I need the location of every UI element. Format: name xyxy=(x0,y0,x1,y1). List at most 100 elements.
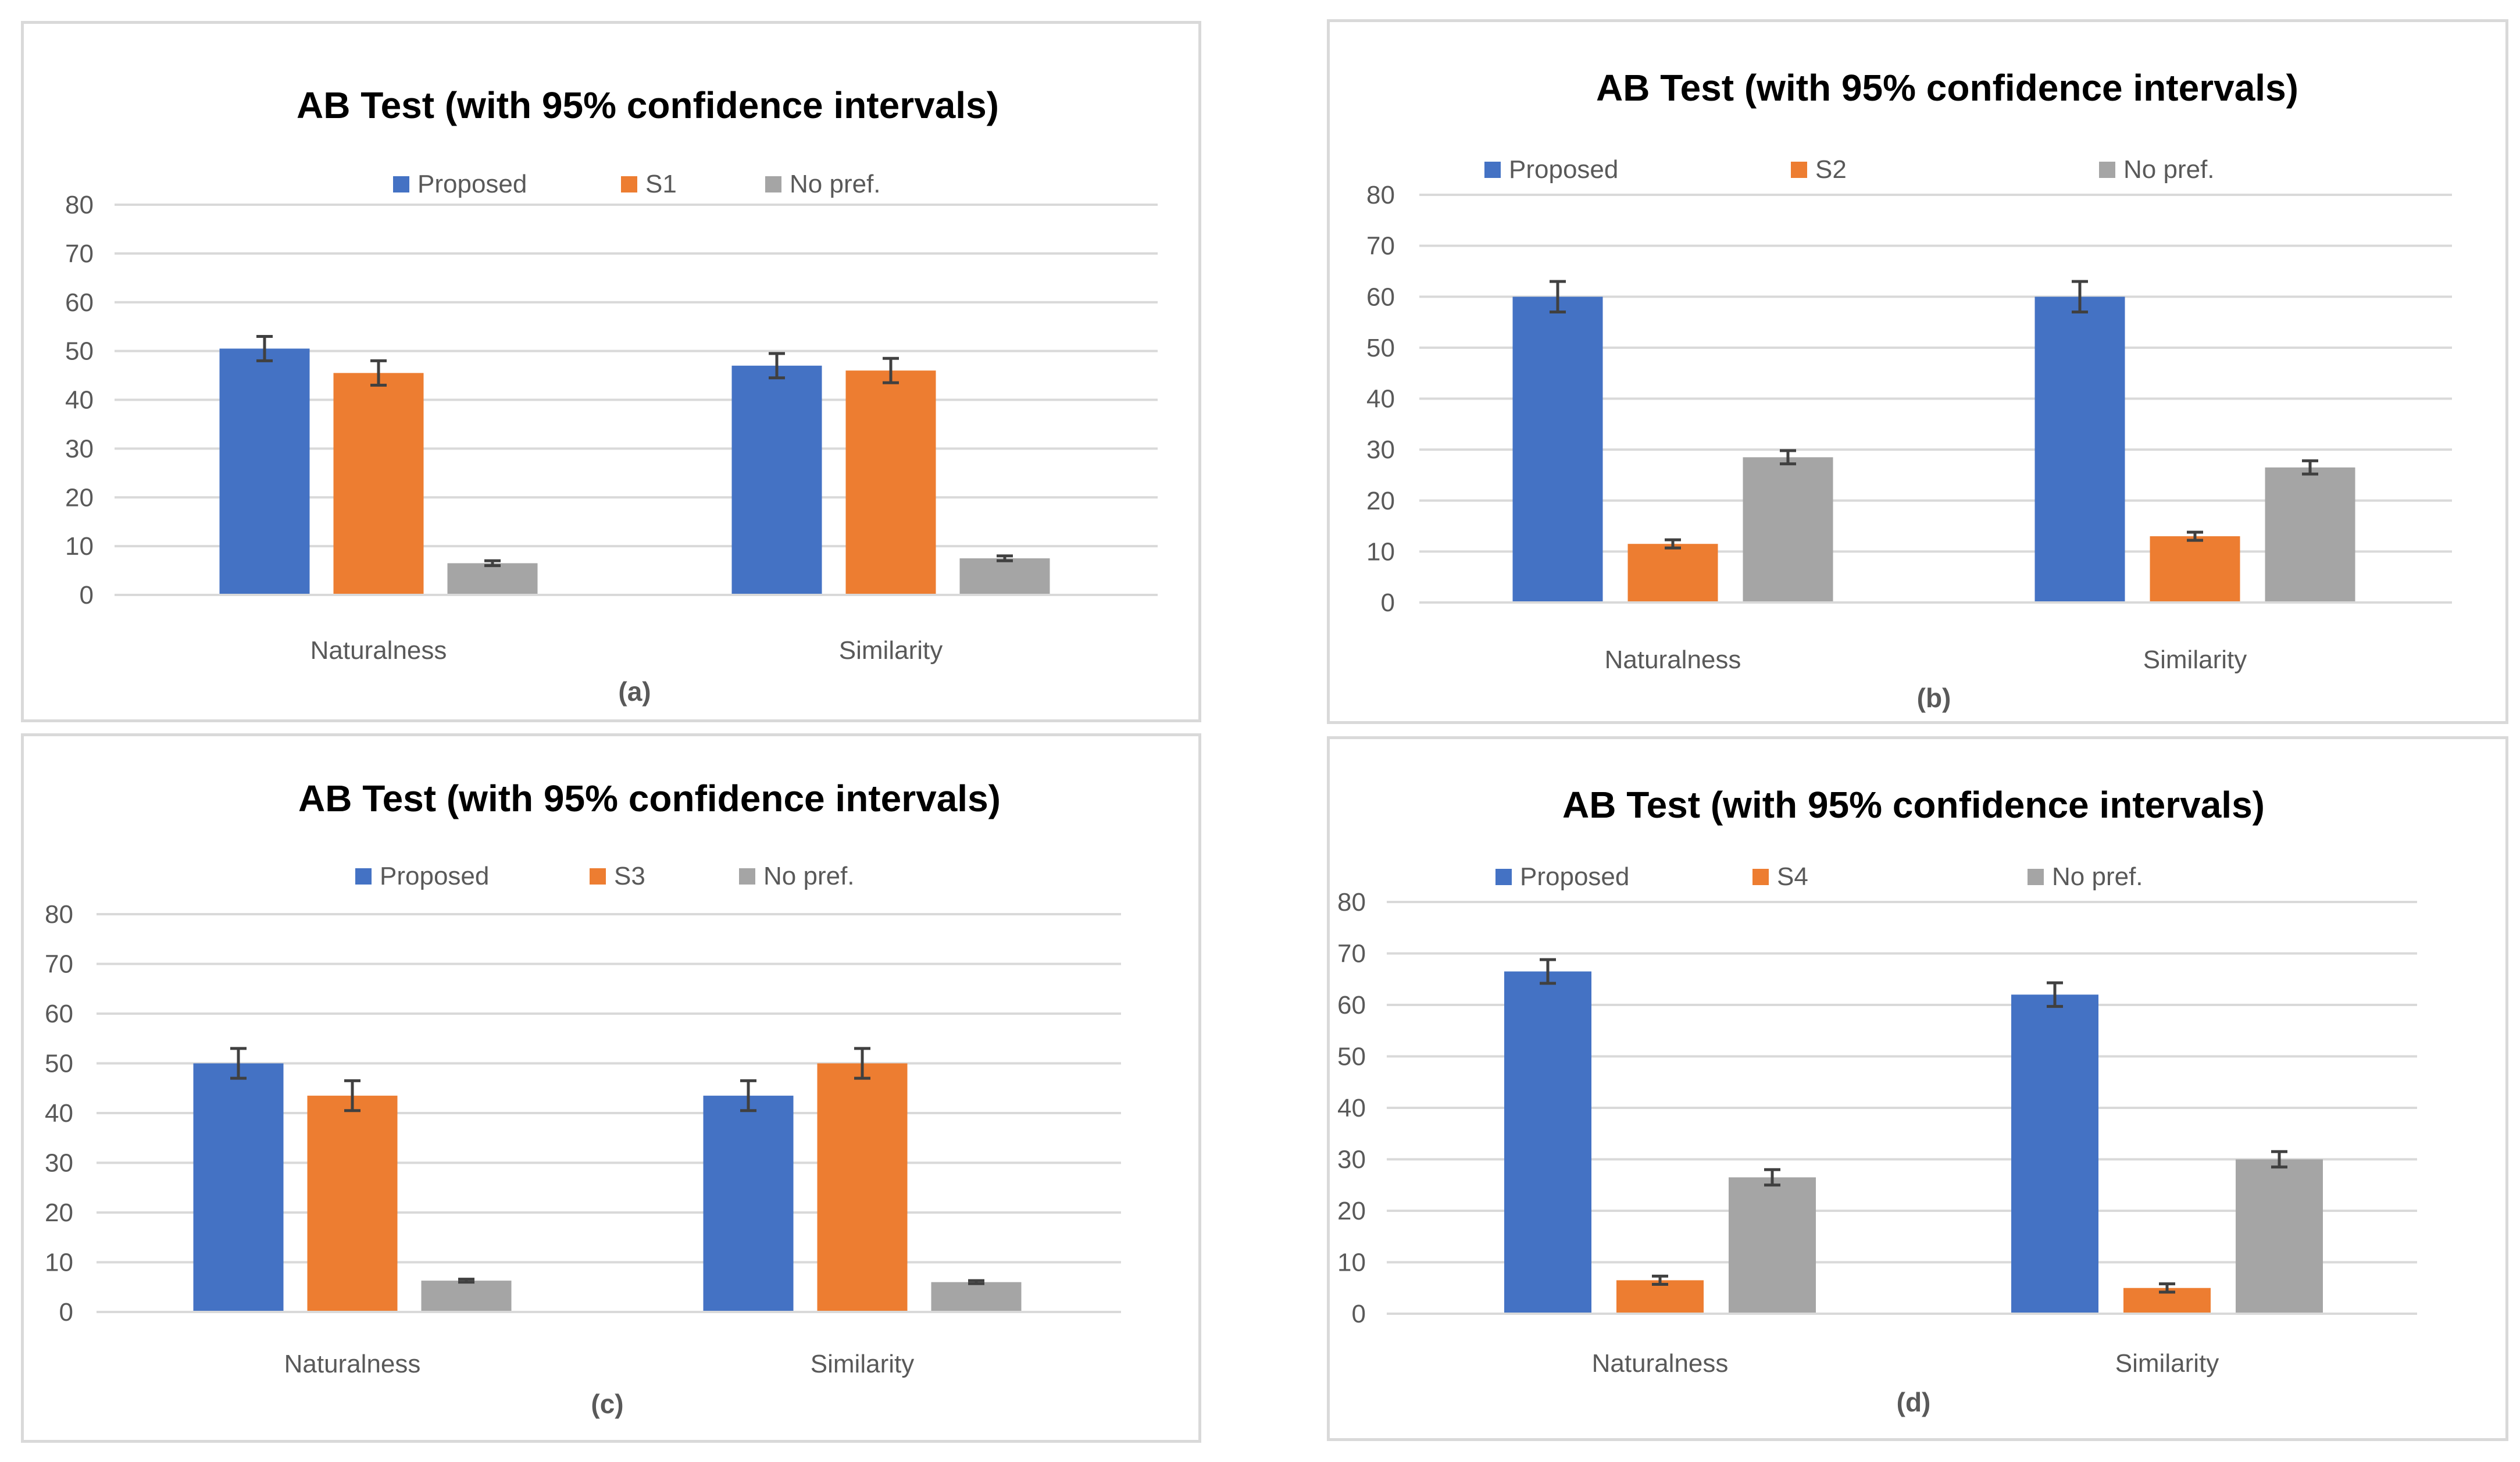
y-tick-label: 0 xyxy=(59,1298,73,1327)
error-bar xyxy=(2159,1282,2175,1294)
y-tick-label: 80 xyxy=(65,191,94,219)
y-tick-label: 30 xyxy=(1366,436,1395,464)
bar-s4-naturalness xyxy=(1616,1280,1704,1314)
legend-label: No pref. xyxy=(2052,862,2143,891)
bar-proposed-similarity xyxy=(703,1096,794,1312)
bar-s3-similarity xyxy=(817,1063,908,1312)
chart-title: AB Test (with 95% confidence intervals) xyxy=(1562,784,2265,826)
bar-proposed-naturalness xyxy=(1512,297,1603,602)
panel-label: (b) xyxy=(1917,683,1951,713)
error-bar xyxy=(2302,459,2318,476)
bar-s2-similarity xyxy=(2150,536,2240,602)
chart-title: AB Test (with 95% confidence intervals) xyxy=(298,778,1001,819)
bar-chart-b: 0 10 20 30 40 50 60 70 80 AB Test (with 95% confi… xyxy=(1366,67,2452,713)
chart-panel-c: 0 10 20 30 40 50 60 70 80 AB Test (with 95% confi… xyxy=(21,733,1201,1443)
chart-panel-d: 0 10 20 30 40 50 60 70 80 AB Test (with 95% confi… xyxy=(1327,736,2508,1441)
error-bar xyxy=(256,334,273,362)
error-bar xyxy=(370,359,387,387)
legend-swatch-s2 xyxy=(1791,162,1807,178)
y-tick-label: 60 xyxy=(1366,283,1395,311)
y-tick-label: 20 xyxy=(65,483,94,512)
y-tick-label: 70 xyxy=(65,240,94,268)
y-tick-label: 50 xyxy=(65,337,94,366)
bar-s1-similarity xyxy=(845,370,936,595)
bar-proposed-naturalness xyxy=(193,1063,284,1312)
category-label: Naturalness xyxy=(284,1350,421,1378)
legend-swatch-proposed xyxy=(393,176,409,192)
y-tick-label: 50 xyxy=(45,1050,73,1078)
error-bar xyxy=(854,1047,870,1080)
error-bar xyxy=(1665,538,1681,550)
y-tick-label: 70 xyxy=(1337,940,1366,968)
bar-proposed-naturalness xyxy=(219,348,310,595)
bar-s1-naturalness xyxy=(333,373,424,595)
y-tick-label: 10 xyxy=(45,1249,73,1277)
y-tick-label: 10 xyxy=(1366,537,1395,566)
bar-no-pref--naturalness xyxy=(447,563,538,595)
legend-label: No pref. xyxy=(790,170,881,198)
legend-label: S4 xyxy=(1777,862,1808,891)
error-bar xyxy=(1764,1168,1780,1187)
bar-no-pref--naturalness xyxy=(1729,1177,1816,1314)
bar-chart-a: 0 10 20 30 40 50 60 70 80 AB Test (with 95% confi… xyxy=(65,84,1158,707)
bar-no-pref--similarity xyxy=(2265,467,2355,602)
chart-title: AB Test (with 95% confidence intervals) xyxy=(1596,67,2298,109)
legend-label: S3 xyxy=(614,862,645,890)
chart-panel-a: 0 10 20 30 40 50 60 70 80 AB Test (with 95% confi… xyxy=(21,21,1201,722)
error-bar xyxy=(1652,1274,1668,1286)
y-tick-label: 0 xyxy=(1381,589,1395,617)
y-tick-label: 40 xyxy=(65,386,94,415)
y-tick-label: 70 xyxy=(1366,232,1395,261)
legend-swatch-s4 xyxy=(1752,869,1769,885)
chart-title: AB Test (with 95% confidence intervals) xyxy=(297,84,999,126)
y-tick-label: 60 xyxy=(65,288,94,317)
error-bar xyxy=(344,1079,360,1112)
panel-label: (c) xyxy=(591,1389,623,1419)
error-bar xyxy=(2187,530,2203,542)
y-tick-label: 20 xyxy=(45,1199,73,1227)
error-bar xyxy=(230,1047,247,1080)
bar-no-pref--naturalness xyxy=(1743,457,1833,602)
legend-swatch-s3 xyxy=(590,868,606,885)
legend-swatch-no-pref- xyxy=(2028,869,2044,885)
y-tick-label: 50 xyxy=(1337,1043,1366,1071)
legend-swatch-no-pref- xyxy=(2099,162,2115,178)
category-label: Similarity xyxy=(811,1350,914,1378)
y-tick-label: 70 xyxy=(45,950,73,979)
error-bar xyxy=(1780,449,1796,466)
legend-swatch-proposed xyxy=(1495,869,1512,885)
y-tick-label: 40 xyxy=(1366,385,1395,413)
error-bar xyxy=(769,352,785,380)
error-bar xyxy=(2271,1150,2287,1169)
error-bar xyxy=(458,1278,474,1284)
y-tick-label: 40 xyxy=(45,1099,73,1128)
bar-s3-naturalness xyxy=(307,1096,398,1312)
error-bar xyxy=(997,554,1013,562)
chart-panel-b: 0 10 20 30 40 50 60 70 80 AB Test (with 95% confi… xyxy=(1327,19,2508,724)
y-tick-label: 20 xyxy=(1337,1197,1366,1225)
bar-no-pref--similarity xyxy=(2236,1159,2323,1314)
legend-label: No pref. xyxy=(763,862,855,890)
bar-chart-c: 0 10 20 30 40 50 60 70 80 AB Test (with 95% confi… xyxy=(45,778,1121,1419)
y-tick-label: 40 xyxy=(1337,1094,1366,1122)
legend-label: Proposed xyxy=(380,862,489,890)
legend-label: Proposed xyxy=(1520,862,1629,891)
bar-chart-d: 0 10 20 30 40 50 60 70 80 AB Test (with 95% confi… xyxy=(1337,784,2417,1417)
y-tick-label: 10 xyxy=(1337,1249,1366,1277)
legend-swatch-proposed xyxy=(1484,162,1501,178)
bar-s2-naturalness xyxy=(1627,544,1718,602)
category-label: Similarity xyxy=(2115,1349,2219,1378)
legend-label: S1 xyxy=(645,170,677,198)
error-bar xyxy=(1540,958,1556,985)
category-label: Similarity xyxy=(839,636,943,665)
y-tick-label: 50 xyxy=(1366,334,1395,362)
error-bar xyxy=(2072,280,2088,314)
y-tick-label: 0 xyxy=(1352,1300,1366,1328)
legend-swatch-s1 xyxy=(621,176,637,192)
legend-label: No pref. xyxy=(2123,155,2215,184)
legend-label: S2 xyxy=(1815,155,1847,184)
y-tick-label: 20 xyxy=(1366,487,1395,515)
bar-proposed-similarity xyxy=(2034,297,2125,602)
legend-label: Proposed xyxy=(417,170,527,198)
category-label: Similarity xyxy=(2143,646,2247,674)
